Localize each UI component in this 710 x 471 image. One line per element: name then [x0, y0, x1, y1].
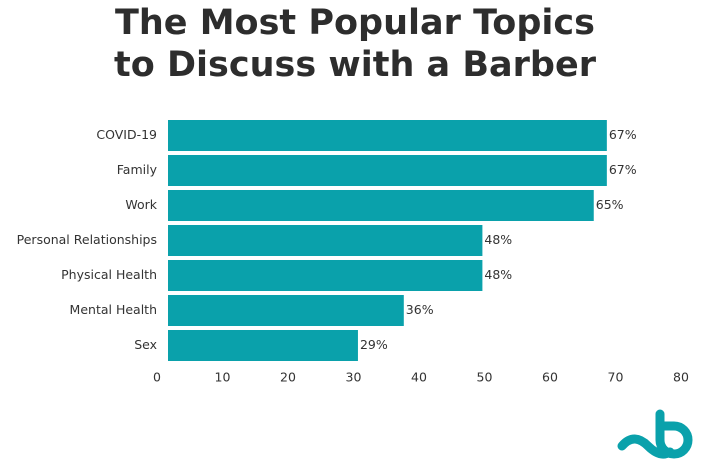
chart-title: The Most Popular Topics to Discuss with … [114, 3, 596, 85]
y-tick-label: Physical Health [61, 267, 157, 282]
y-tick-label: Mental Health [70, 302, 157, 317]
bar [168, 120, 607, 151]
bar [168, 155, 607, 186]
bar [168, 260, 483, 291]
y-tick-label: Personal Relationships [17, 232, 157, 247]
y-tick-label: Family [117, 162, 158, 177]
value-label: 36% [406, 302, 434, 317]
x-tick-label: 50 [477, 370, 493, 385]
value-label: 29% [360, 337, 388, 352]
x-tick-label: 40 [411, 370, 427, 385]
y-tick-label: Sex [134, 337, 157, 352]
value-label: 48% [484, 232, 512, 247]
x-tick-label: 30 [346, 370, 362, 385]
x-tick-label: 10 [215, 370, 231, 385]
x-tick-label: 60 [542, 370, 558, 385]
x-tick-label: 20 [280, 370, 296, 385]
value-label: 67% [609, 162, 637, 177]
value-label: 65% [596, 197, 624, 212]
x-tick-label: 80 [673, 370, 689, 385]
value-label: 48% [484, 267, 512, 282]
y-tick-label: Work [125, 197, 157, 212]
value-label: 67% [609, 127, 637, 142]
bar [168, 190, 594, 221]
bar [168, 225, 483, 256]
x-tick-label: 70 [608, 370, 624, 385]
bar [168, 295, 404, 326]
logo [617, 409, 693, 459]
bar [168, 330, 358, 361]
x-tick-label: 0 [153, 370, 161, 385]
y-tick-label: COVID-19 [96, 127, 157, 142]
